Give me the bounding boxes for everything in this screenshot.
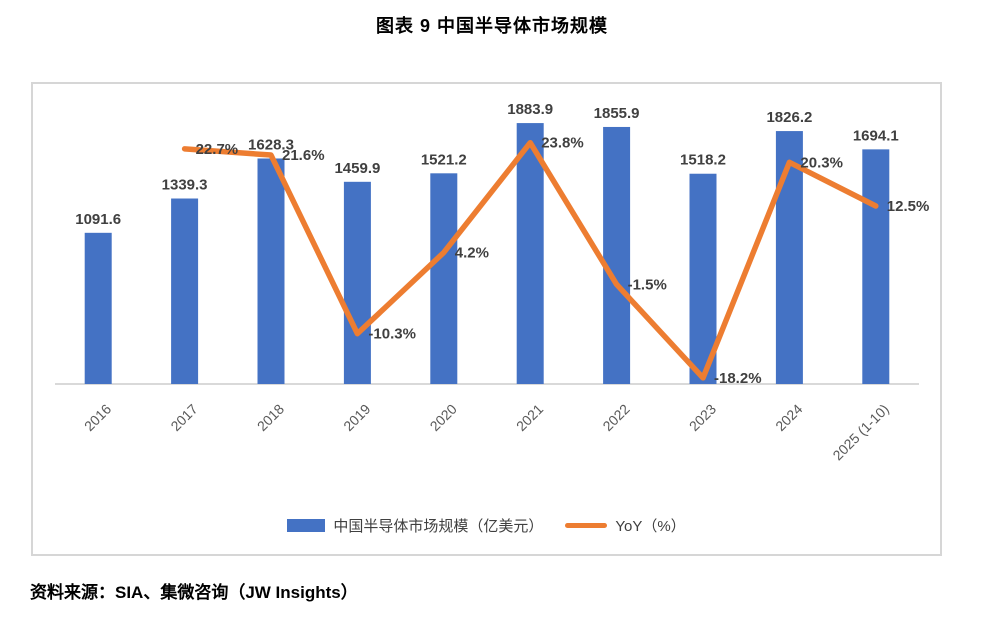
page-title: 图表 9 中国半导体市场规模 bbox=[375, 16, 608, 36]
yoy-label-2021: 23.8% bbox=[541, 135, 584, 152]
x-tick-label-2023: 2023 bbox=[686, 401, 719, 434]
yoy-label-2019: -10.3% bbox=[368, 326, 416, 343]
bar-2018 bbox=[257, 158, 285, 384]
bar-series-swatch bbox=[287, 519, 326, 532]
bar-label-2023: 1518.2 bbox=[680, 152, 726, 169]
bar-2017 bbox=[171, 198, 199, 384]
bar-2024 bbox=[775, 131, 803, 384]
x-tick-label-2018: 2018 bbox=[254, 401, 287, 434]
x-tick-label-2020: 2020 bbox=[427, 401, 460, 434]
bar-2020 bbox=[430, 173, 458, 384]
x-tick-label-2025 (1-10): 2025 (1-10) bbox=[829, 401, 892, 464]
bar-2021 bbox=[516, 123, 544, 385]
yoy-label-2023: -18.2% bbox=[714, 370, 762, 387]
x-tick-label-2022: 2022 bbox=[599, 401, 632, 434]
chart-legend: 中国半导体市场规模（亿美元） YoY（%） bbox=[33, 515, 940, 536]
yoy-label-2024: 20.3% bbox=[800, 154, 843, 171]
yoy-line bbox=[181, 139, 879, 381]
bar-label-2018: 1628.3 bbox=[248, 136, 294, 153]
yoy-label-2020: 4.2% bbox=[455, 244, 489, 261]
bar-2022 bbox=[603, 126, 631, 384]
legend-item-bar: 中国半导体市场规模（亿美元） bbox=[287, 515, 543, 536]
bar-2025 (1-10) bbox=[862, 149, 890, 384]
yoy-label-2017: 22.7% bbox=[196, 141, 239, 158]
bar-label-2016: 1091.6 bbox=[75, 211, 121, 228]
bar-2016 bbox=[84, 232, 112, 384]
bar-label-2021: 1883.9 bbox=[507, 101, 553, 118]
legend-bar-label: 中国半导体市场规模（亿美元） bbox=[333, 518, 544, 535]
line-series-swatch bbox=[565, 523, 608, 528]
bar-label-2024: 1826.2 bbox=[766, 109, 812, 126]
source-note: 资料来源：SIA、集微咨询（JW Insights） bbox=[30, 583, 358, 602]
bar-label-2025 (1-10): 1694.1 bbox=[853, 127, 899, 144]
chart-plot: 1091.6 2016 1339.3 2017 1628.3 2018 1459.9 2019… bbox=[55, 101, 930, 464]
bar-label-2022: 1855.9 bbox=[594, 105, 640, 122]
x-tick-label-2024: 2024 bbox=[772, 401, 805, 434]
bar-label-2017: 1339.3 bbox=[162, 177, 208, 194]
yoy-label-2018: 21.6% bbox=[282, 147, 325, 164]
bar-2019 bbox=[343, 181, 371, 384]
x-tick-label-2019: 2019 bbox=[340, 401, 373, 434]
yoy-label-2022: -1.5% bbox=[628, 276, 667, 293]
chart-frame: 1091.6 2016 1339.3 2017 1628.3 2018 1459.9 2019… bbox=[31, 82, 942, 556]
yoy-label-2025 (1-10): 12.5% bbox=[887, 198, 930, 215]
bar-label-2020: 1521.2 bbox=[421, 151, 467, 168]
x-tick-label-2021: 2021 bbox=[513, 401, 546, 434]
bar-label-2019: 1459.9 bbox=[334, 160, 380, 177]
legend-item-line: YoY（%） bbox=[565, 515, 686, 536]
x-tick-label-2016: 2016 bbox=[81, 401, 114, 434]
legend-line-label: YoY（%） bbox=[615, 518, 686, 535]
x-tick-label-2017: 2017 bbox=[167, 401, 200, 434]
